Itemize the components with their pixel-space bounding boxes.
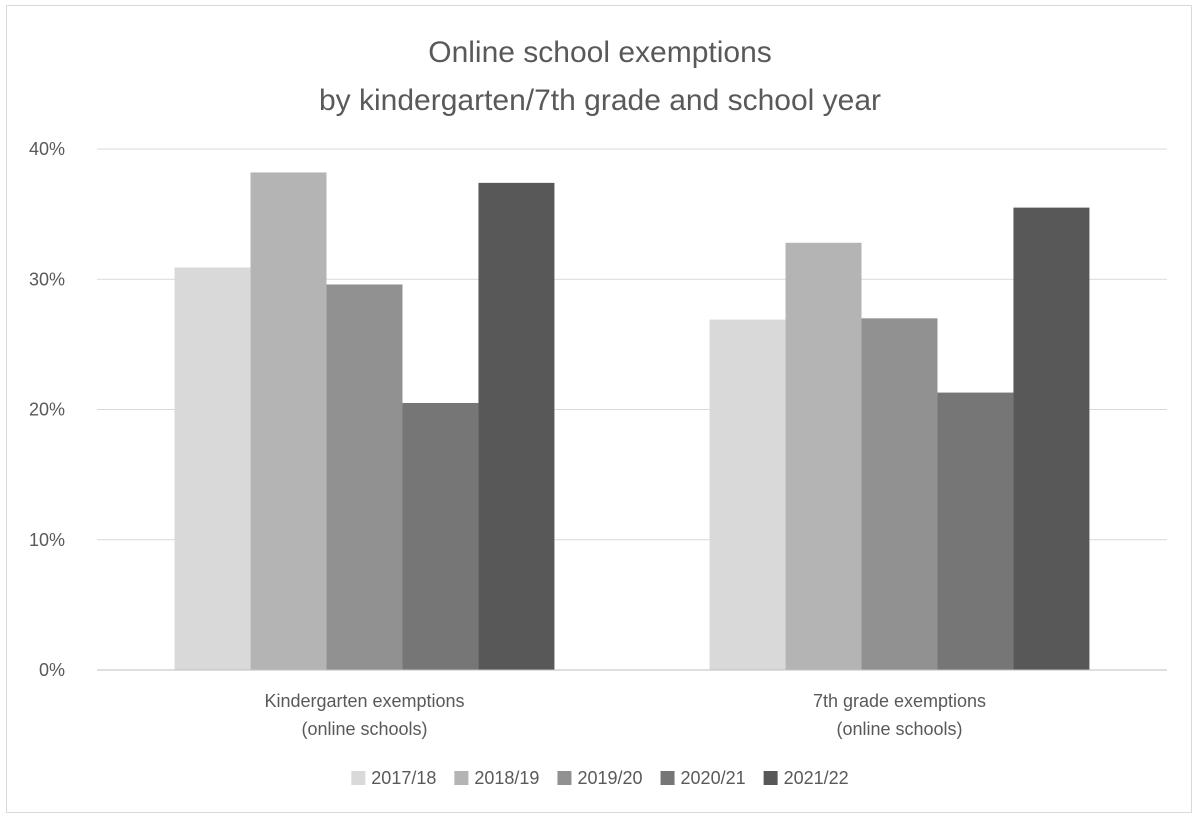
y-tick-label: 20% [29, 400, 65, 420]
y-tick-label: 40% [29, 139, 65, 159]
y-tick-label: 0% [39, 660, 65, 680]
category-label: (online schools) [301, 719, 427, 739]
legend-item: 2020/21 [660, 768, 746, 788]
legend-item: 2017/18 [351, 768, 436, 788]
legend-label: 2018/19 [474, 768, 539, 788]
chart-title-line-2: by kindergarten/7th grade and school yea… [319, 84, 881, 117]
bar-chart: Online school exemptions by kindergarten… [29, 36, 1167, 788]
bar [1013, 207, 1090, 671]
legend-swatch [660, 771, 675, 785]
bar [937, 392, 1014, 670]
bar [478, 182, 555, 671]
chart-title-line-1: Online school exemptions [428, 36, 772, 69]
chart-container: Online school exemptions by kindergarten… [6, 5, 1192, 813]
legend-item: 2019/20 [557, 768, 643, 788]
category-label: 7th grade exemptions [813, 691, 986, 711]
bar [402, 402, 479, 670]
y-tick-label: 10% [29, 530, 65, 550]
legend-label: 2020/21 [681, 768, 746, 788]
legend-swatch [454, 771, 469, 785]
bar [785, 242, 862, 670]
legend-swatch [763, 771, 778, 785]
bar [709, 319, 786, 670]
legend-label: 2021/22 [784, 768, 849, 788]
legend-label: 2019/20 [577, 768, 642, 788]
legend-swatch [351, 771, 366, 785]
y-axis-tick-labels: 0% 10% 20% 30% 40% [29, 139, 65, 680]
y-tick-label: 30% [29, 269, 65, 289]
legend-item: 2021/22 [763, 768, 849, 788]
chart-title: Online school exemptions by kindergarten… [319, 36, 881, 117]
legend-label: 2017/18 [371, 768, 436, 788]
legend-item: 2018/19 [454, 768, 539, 788]
bars [174, 172, 1090, 671]
legend: 2017/18 2018/19 2019/20 2020/21 2021/22 [351, 768, 849, 788]
bar [250, 172, 327, 670]
category-label: Kindergarten exemptions [264, 691, 464, 711]
bar [861, 318, 938, 670]
category-label: (online schools) [836, 719, 962, 739]
category-labels: Kindergarten exemptions (online schools) 7… [264, 691, 986, 739]
bar [174, 267, 251, 670]
bar [326, 284, 403, 670]
legend-swatch [557, 771, 572, 785]
